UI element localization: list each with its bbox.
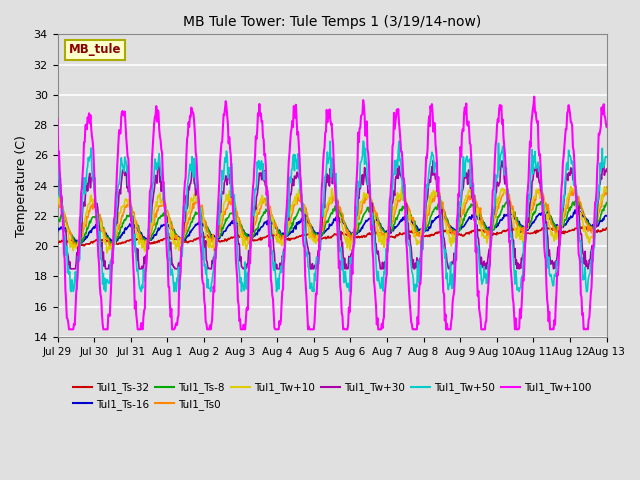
Tul1_Tw+100 xyxy=(420,213,428,219)
Text: MB_tule: MB_tule xyxy=(68,43,121,57)
Line: Tul1_Tw+100: Tul1_Tw+100 xyxy=(58,96,607,329)
Line: Tul1_Tw+30: Tul1_Tw+30 xyxy=(58,159,607,269)
Legend: Tul1_Ts-32, Tul1_Ts-16, Tul1_Ts-8, Tul1_Ts0, Tul1_Tw+10, Tul1_Tw+30, Tul1_Tw+50,: Tul1_Ts-32, Tul1_Ts-16, Tul1_Ts-8, Tul1_… xyxy=(68,378,595,414)
Tul1_Ts-32 xyxy=(579,224,587,230)
Tul1_Ts-32 xyxy=(119,240,127,245)
Tul1_Tw+100 xyxy=(389,140,397,146)
Tul1_Tw+30 xyxy=(220,180,228,185)
Tul1_Ts-16 xyxy=(247,234,255,240)
Tul1_Ts0 xyxy=(119,214,127,219)
Tul1_Ts0 xyxy=(74,246,81,252)
Tul1_Ts-16 xyxy=(77,240,85,246)
Tul1_Ts0 xyxy=(389,219,397,225)
Tul1_Ts-16 xyxy=(420,228,428,234)
Tul1_Ts-8 xyxy=(119,220,127,226)
Tul1_Ts-8 xyxy=(573,197,581,203)
Tul1_Tw+50 xyxy=(54,159,61,165)
Line: Tul1_Ts0: Tul1_Ts0 xyxy=(58,187,607,249)
Tul1_Tw+50 xyxy=(220,173,227,179)
Tul1_Tw+50 xyxy=(421,214,429,219)
Tul1_Tw+100 xyxy=(54,116,61,122)
Tul1_Tw+10 xyxy=(54,197,61,203)
Tul1_Ts0 xyxy=(220,211,227,217)
Line: Tul1_Ts-16: Tul1_Ts-16 xyxy=(58,210,607,243)
Tul1_Ts-8 xyxy=(268,212,275,218)
Tul1_Ts-16 xyxy=(119,230,127,236)
Tul1_Tw+50 xyxy=(247,244,255,250)
Tul1_Tw+10 xyxy=(603,187,611,192)
Tul1_Tw+100 xyxy=(119,108,127,114)
Tul1_Tw+50 xyxy=(603,154,611,160)
Tul1_Tw+10 xyxy=(119,204,127,209)
Tul1_Tw+50 xyxy=(359,138,367,144)
Tul1_Tw+30 xyxy=(119,167,127,173)
Y-axis label: Temperature (C): Temperature (C) xyxy=(15,135,28,237)
Line: Tul1_Ts-32: Tul1_Ts-32 xyxy=(58,227,607,246)
Tul1_Tw+10 xyxy=(103,250,111,256)
Tul1_Tw+30 xyxy=(603,166,611,172)
Tul1_Tw+50 xyxy=(390,172,398,178)
Tul1_Tw+10 xyxy=(247,237,255,243)
Tul1_Ts-16 xyxy=(603,213,611,219)
Tul1_Ts-8 xyxy=(420,229,428,235)
Tul1_Tw+30 xyxy=(67,266,74,272)
Tul1_Ts-16 xyxy=(54,229,61,235)
Tul1_Tw+100 xyxy=(531,94,538,99)
Line: Tul1_Tw+10: Tul1_Tw+10 xyxy=(58,186,607,253)
Tul1_Ts0 xyxy=(420,225,428,230)
Tul1_Tw+10 xyxy=(398,183,406,189)
Tul1_Tw+50 xyxy=(268,251,275,257)
Tul1_Tw+10 xyxy=(220,202,227,208)
Tul1_Ts-8 xyxy=(389,223,397,229)
Tul1_Ts-16 xyxy=(389,228,397,234)
Tul1_Tw+10 xyxy=(389,205,397,211)
Tul1_Ts-16 xyxy=(220,229,227,235)
Tul1_Ts0 xyxy=(54,200,61,206)
Tul1_Tw+30 xyxy=(156,156,163,162)
Tul1_Ts-8 xyxy=(72,243,80,249)
Tul1_Tw+50 xyxy=(119,163,127,168)
Tul1_Ts-32 xyxy=(80,243,88,249)
Tul1_Ts-16 xyxy=(268,218,275,224)
Tul1_Tw+10 xyxy=(421,225,429,231)
Tul1_Ts-32 xyxy=(389,234,397,240)
Tul1_Tw+50 xyxy=(67,288,75,294)
Title: MB Tule Tower: Tule Temps 1 (3/19/14-now): MB Tule Tower: Tule Temps 1 (3/19/14-now… xyxy=(183,15,481,29)
Tul1_Ts-32 xyxy=(220,238,227,244)
Line: Tul1_Ts-8: Tul1_Ts-8 xyxy=(58,200,607,246)
Tul1_Tw+100 xyxy=(603,124,611,130)
Tul1_Ts-32 xyxy=(268,232,275,238)
Tul1_Tw+30 xyxy=(390,188,398,193)
Line: Tul1_Tw+50: Tul1_Tw+50 xyxy=(58,141,607,291)
Tul1_Tw+100 xyxy=(220,112,227,118)
Tul1_Ts-32 xyxy=(247,236,255,242)
Tul1_Tw+100 xyxy=(268,281,275,287)
Tul1_Ts-8 xyxy=(54,216,61,222)
Tul1_Ts0 xyxy=(247,229,255,235)
Tul1_Tw+100 xyxy=(65,326,73,332)
Tul1_Ts-8 xyxy=(247,235,255,241)
Tul1_Ts-32 xyxy=(420,233,428,239)
Tul1_Ts-16 xyxy=(574,207,582,213)
Tul1_Ts0 xyxy=(603,184,611,190)
Tul1_Ts0 xyxy=(268,212,275,218)
Tul1_Tw+30 xyxy=(54,179,61,185)
Tul1_Tw+30 xyxy=(421,226,429,231)
Tul1_Ts-8 xyxy=(603,200,611,205)
Tul1_Ts-32 xyxy=(54,240,61,246)
Tul1_Tw+30 xyxy=(248,238,255,243)
Tul1_Ts-8 xyxy=(220,224,227,229)
Tul1_Tw+100 xyxy=(247,239,255,244)
Tul1_Tw+10 xyxy=(268,219,275,225)
Tul1_Tw+30 xyxy=(268,233,276,239)
Tul1_Ts-32 xyxy=(603,225,611,231)
